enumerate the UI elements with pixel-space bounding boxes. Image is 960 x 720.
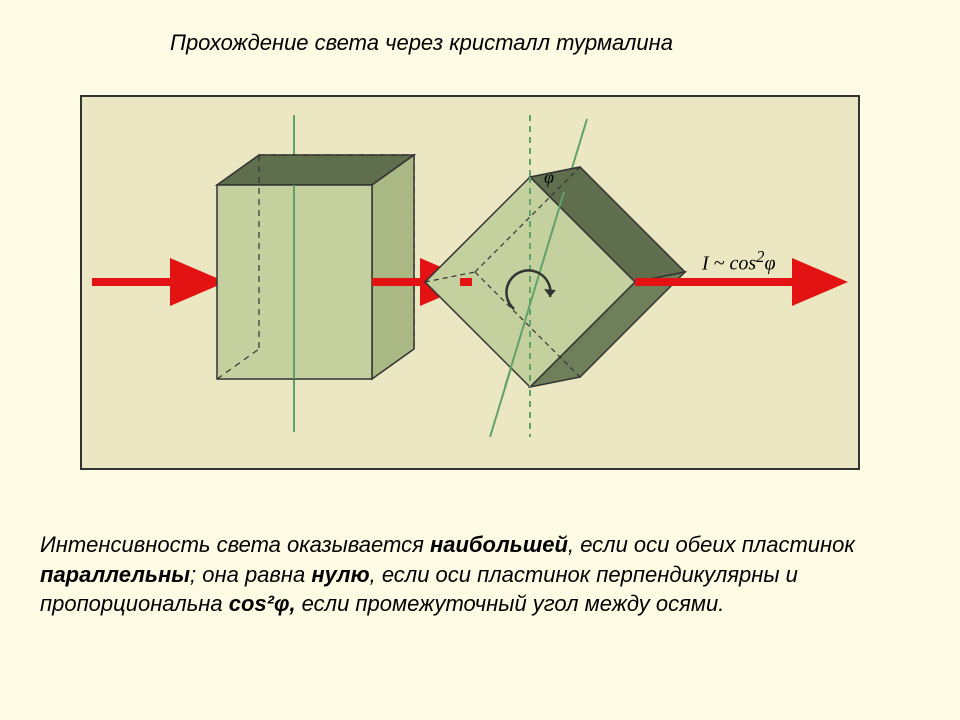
phi-label: φ	[544, 167, 554, 188]
caption-bold-span: наибольшей	[430, 532, 568, 557]
caption-bold-span: cos²φ,	[229, 591, 296, 616]
formula-phi: φ	[765, 253, 776, 275]
caption-span: если промежуточный угол между осями.	[296, 591, 725, 616]
formula-tilde: ~	[714, 253, 730, 275]
formula-sup: 2	[756, 247, 764, 266]
caption-bold-span: параллельны	[40, 562, 190, 587]
diagram-container: φ I ~ cos2φ	[80, 95, 860, 470]
caption-span: Интенсивность света оказывается	[40, 532, 430, 557]
page-title: Прохождение света через кристалл турмали…	[170, 30, 673, 56]
page-root: Прохождение света через кристалл турмали…	[0, 0, 960, 720]
intensity-formula: I ~ cos2φ	[702, 247, 776, 276]
caption-span: ; она равна	[190, 562, 311, 587]
formula-I: I	[702, 253, 709, 275]
caption-bold-span: нулю	[311, 562, 369, 587]
diagram-svg	[82, 97, 858, 468]
caption-text: Интенсивность света оказывается наибольш…	[40, 530, 920, 619]
crystal1-side	[372, 155, 414, 379]
caption-span: , если оси обеих пластинок	[568, 532, 855, 557]
formula-cos: cos	[730, 253, 757, 275]
